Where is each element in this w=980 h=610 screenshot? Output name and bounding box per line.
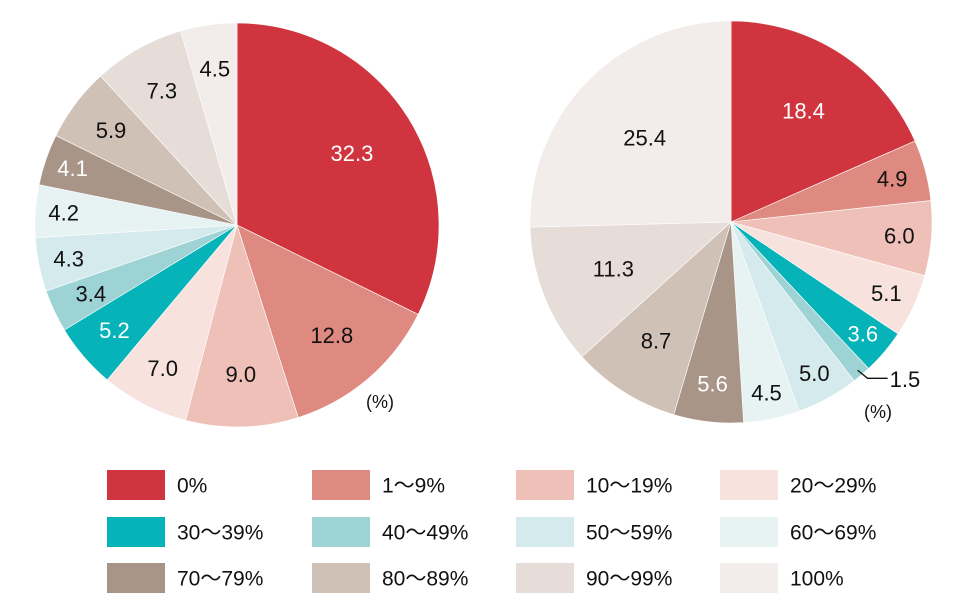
unit-label-left: (%) — [366, 392, 394, 412]
legend-swatch — [516, 517, 574, 547]
legend-label: 30～39% — [177, 522, 263, 545]
pie0-data-label-0: 32.3 — [330, 141, 373, 166]
legend-label: 10～19% — [586, 475, 672, 498]
pie0-data-label-3: 7.0 — [147, 356, 178, 381]
pie1-data-label-7: 4.5 — [751, 381, 782, 406]
pie1-slice-9 — [581, 221, 732, 416]
legend-swatch — [107, 517, 165, 547]
legend-item-10: 90～99% — [516, 563, 672, 593]
pie1-data-label-9: 8.7 — [641, 329, 672, 354]
legend-label: 100% — [790, 568, 844, 591]
pie0-data-label-9: 5.9 — [96, 118, 127, 143]
pie0-data-label-4: 5.2 — [99, 318, 130, 343]
pie1-slice-10 — [529, 221, 732, 358]
pie1-data-label-3: 5.1 — [871, 281, 902, 306]
pie0-data-label-6: 4.3 — [53, 246, 84, 271]
legend-swatch — [107, 470, 165, 500]
pie1-data-label-10: 11.3 — [593, 257, 634, 282]
legend-swatch — [516, 470, 574, 500]
legend-label: 80～89% — [382, 568, 468, 591]
pie1-data-label-1: 4.9 — [877, 167, 908, 192]
pie0-data-label-1: 12.8 — [310, 323, 353, 348]
pie1-slice-11 — [529, 20, 732, 228]
legend-swatch — [516, 563, 574, 593]
legend-label: 0% — [177, 475, 207, 498]
pie1-slice-0 — [730, 20, 916, 223]
legend-swatch — [312, 470, 370, 500]
legend-item-9: 80～89% — [312, 563, 468, 593]
legend-label: 90～99% — [586, 568, 672, 591]
pie1-data-label-6: 5.0 — [799, 361, 830, 386]
legend-label: 1～9% — [382, 475, 445, 498]
legend-swatch — [720, 470, 778, 500]
pie0-slice-11 — [180, 22, 238, 226]
pie-chart-right: 18.4 4.9 6.0 5.1 3.6 1.5 5.0 4.5 5.6 8.7 11.3 25.4 — [529, 20, 933, 424]
pie1-data-label-11: 25.4 — [623, 125, 666, 150]
legend-item-1: 1～9% — [312, 470, 445, 500]
pie0-data-label-8: 4.1 — [57, 156, 88, 181]
legend-swatch — [312, 563, 370, 593]
pie0-data-label-2: 9.0 — [226, 362, 257, 387]
legend-label: 70～79% — [177, 568, 263, 591]
legend-label: 20～29% — [790, 475, 876, 498]
pie0-data-label-7: 4.2 — [48, 201, 79, 226]
pie0-slice-2 — [185, 223, 299, 428]
legend-item-4: 30～39% — [107, 517, 263, 547]
pie-chart-left: 32.3 12.8 9.0 7.0 5.2 3.4 4.3 4.2 4.1 5.9 7.3 4.5 — [34, 22, 440, 428]
legend-swatch — [720, 517, 778, 547]
pie1-data-label-2: 6.0 — [884, 223, 915, 248]
pie1-data-label-4: 3.6 — [848, 321, 879, 346]
legend-label: 50～59% — [586, 522, 672, 545]
legend-item-7: 60～69% — [720, 517, 876, 547]
legend-item-5: 40～49% — [312, 517, 468, 547]
legend-label: 60～69% — [790, 522, 876, 545]
legend-item-8: 70～79% — [107, 563, 263, 593]
legend: 0% 1～9% 10～19% 20～29% 30～39% 40～49% 50～59% 60～6… — [107, 470, 876, 593]
pie0-data-label-10: 7.3 — [147, 79, 178, 104]
legend-swatch — [107, 563, 165, 593]
legend-item-6: 50～59% — [516, 517, 672, 547]
pie0-data-label-11: 4.5 — [200, 57, 231, 82]
pie1-leader-line-5 — [857, 369, 888, 379]
legend-swatch — [720, 563, 778, 593]
pie1-data-label-8: 5.6 — [697, 371, 728, 396]
legend-item-3: 20～29% — [720, 470, 876, 500]
legend-item-11: 100% — [720, 563, 844, 593]
unit-label-right: (%) — [864, 402, 892, 422]
legend-label: 40～49% — [382, 522, 468, 545]
pie0-data-label-5: 3.4 — [76, 281, 107, 306]
legend-item-0: 0% — [107, 470, 207, 500]
legend-swatch — [312, 517, 370, 547]
legend-item-2: 10～19% — [516, 470, 672, 500]
pie1-data-label-5: 1.5 — [890, 367, 921, 392]
pie0-slice-1 — [236, 224, 419, 418]
pie1-data-label-0: 18.4 — [782, 98, 825, 123]
pie0-slice-0 — [236, 22, 440, 315]
